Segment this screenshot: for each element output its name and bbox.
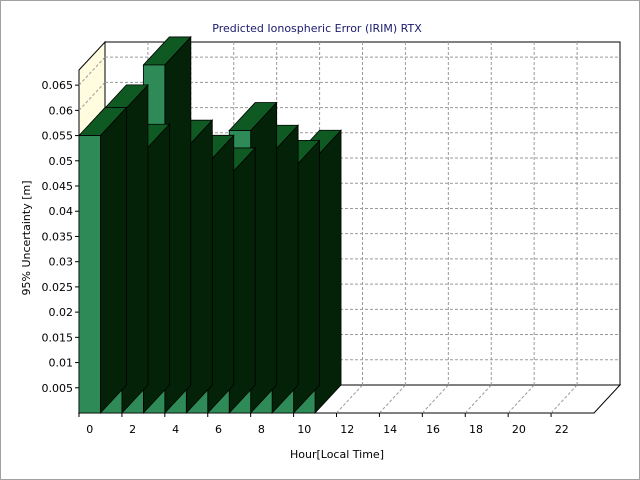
x-tick-label: 8 bbox=[258, 423, 265, 436]
bar bbox=[78, 106, 128, 415]
y-axis-label: 95% Uncertainty [m] bbox=[20, 180, 33, 295]
x-gridline-floor bbox=[336, 384, 363, 414]
x-tick-label: 0 bbox=[86, 423, 93, 436]
y-tick-label: 0.04 bbox=[49, 205, 74, 218]
y-tick-label: 0.06 bbox=[49, 104, 74, 117]
y-tick-label: 0.015 bbox=[42, 331, 74, 344]
y-tick-label: 0.065 bbox=[42, 79, 74, 92]
x-gridline-floor bbox=[464, 384, 492, 414]
y-tick-label: 0.03 bbox=[49, 256, 74, 269]
x-gridline-floor bbox=[550, 384, 578, 414]
x-tick-label: 12 bbox=[340, 423, 354, 436]
x-tick-label: 16 bbox=[426, 423, 440, 436]
x-gridline-floor bbox=[421, 384, 449, 414]
bar-side bbox=[100, 106, 127, 415]
y-tick-label: 0.01 bbox=[49, 357, 74, 370]
y-tick-label: 0.05 bbox=[49, 155, 74, 168]
x-tick-label: 4 bbox=[172, 423, 179, 436]
bar-front bbox=[78, 135, 101, 414]
y-tick-label: 0.035 bbox=[42, 230, 74, 243]
chart-title: Predicted Ionospheric Error (IRIM) RTX bbox=[212, 22, 422, 35]
y-axis-ticks: 0.005 0.01 0.015 0.02 0.025 0.03 0.035 0.04 0.04… bbox=[42, 79, 79, 395]
x-gridline-floor bbox=[507, 384, 535, 414]
x-tick-label: 20 bbox=[512, 423, 526, 436]
y-gridline-wall bbox=[78, 56, 106, 86]
x-tick-label: 18 bbox=[469, 423, 483, 436]
x-tick-label: 6 bbox=[215, 423, 222, 436]
x-tick-label: 14 bbox=[383, 423, 397, 436]
x-tick-label: 10 bbox=[297, 423, 311, 436]
x-axis-ticks: 0 2 4 6 8 10 12 14 16 18 20 22 bbox=[78, 413, 569, 436]
y-tick-label: 0.025 bbox=[42, 281, 74, 294]
y-tick-label: 0.005 bbox=[42, 382, 74, 395]
x-tick-label: 2 bbox=[129, 423, 136, 436]
x-gridline-floor bbox=[379, 384, 406, 414]
y-tick-label: 0.045 bbox=[42, 180, 74, 193]
y-tick-label: 0.02 bbox=[49, 306, 74, 319]
chart-bars bbox=[78, 35, 342, 415]
y-tick-label: 0.055 bbox=[42, 130, 74, 143]
y-gridline-wall bbox=[78, 82, 106, 111]
x-tick-label: 22 bbox=[555, 423, 569, 436]
x-axis-label: Hour[Local Time] bbox=[290, 448, 384, 461]
